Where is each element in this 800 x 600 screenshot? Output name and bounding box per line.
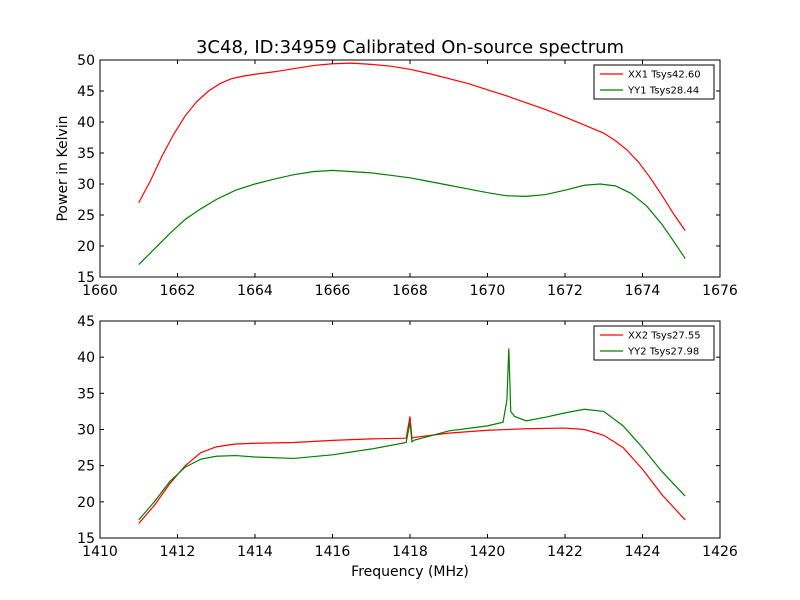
bottom-y-tick-label: 35 [77,386,95,402]
bottom-x-tick-label: 1420 [470,544,506,560]
legend-label-yy2: YY2 Tsys27.98 [627,347,699,358]
bottom-legend: XX2 Tsys27.55 YY2 Tsys27.98 [593,325,715,361]
bottom-axes: 1410 1412 1414 1416 1418 1420 1422 1424 1426 15 20… [77,314,738,560]
legend-label-xx2: XX2 Tsys27.55 [628,331,701,342]
bottom-x-tick-label: 1412 [160,544,196,560]
y-axis-label: Power in Kelvin [55,115,71,221]
bottom-x-tick-label: 1418 [392,544,428,560]
bottom-y-tick-label: 30 [77,423,95,439]
bottom-x-tick-label: 1410 [82,544,118,560]
bottom-y-tick-label: 15 [77,531,95,547]
top-axes: 1660 1662 1664 1666 1668 1670 1672 1674 1676 15 20… [77,53,738,299]
top-x-tick-label: 1664 [237,283,273,299]
bottom-series-line-0 [138,416,686,524]
top-x-tick-label: 1662 [160,283,196,299]
top-series-line-0 [138,62,686,231]
top-y-tick-label: 20 [77,239,95,255]
top-x-tick-label: 1660 [82,283,118,299]
bottom-y-tick-label: 20 [77,495,95,511]
bottom-y-tick-label: 40 [77,350,95,366]
bottom-series-group [138,348,686,524]
bottom-y-tick-label: 25 [77,459,95,475]
top-y-tick-label: 15 [77,270,95,286]
top-y-tick-label: 40 [77,115,95,131]
bottom-series-line-1 [138,348,686,521]
top-series-group [138,62,686,266]
top-x-tick-label: 1668 [392,283,428,299]
top-x-tick-label: 1666 [315,283,351,299]
bottom-x-tick-label: 1424 [625,544,661,560]
top-x-tick-label: 1674 [625,283,661,299]
bottom-panel: Frequency (MHz) 1410 1412 1414 1416 1418 1420… [77,314,738,580]
legend-label-xx1: XX1 Tsys42.60 [628,70,701,81]
chart-title: 3C48, ID:34959 Calibrated On-source spec… [196,37,624,58]
top-panel: 3C48, ID:34959 Calibrated On-source spec… [55,37,738,299]
top-x-tick-label: 1670 [470,283,506,299]
top-legend: XX1 Tsys42.60 YY1 Tsys28.44 [593,64,715,100]
bottom-x-tick-label: 1422 [547,544,583,560]
top-y-tick-label: 25 [77,208,95,224]
bottom-y-tick-label: 45 [77,314,95,330]
top-y-tick-label: 50 [77,53,95,69]
top-y-tick-label: 30 [77,177,95,193]
top-y-tick-label: 45 [77,84,95,100]
top-series-line-1 [138,169,686,266]
top-y-tick-label: 35 [77,146,95,162]
bottom-x-tick-label: 1416 [315,544,351,560]
bottom-legend-box [593,325,715,361]
legend-label-yy1: YY1 Tsys28.44 [627,86,699,97]
x-axis-label: Frequency (MHz) [351,564,469,580]
bottom-x-tick-label: 1426 [702,544,738,560]
bottom-x-tick-label: 1414 [237,544,273,560]
top-legend-box [593,64,715,100]
top-x-tick-label: 1672 [547,283,583,299]
top-x-tick-label: 1676 [702,283,738,299]
